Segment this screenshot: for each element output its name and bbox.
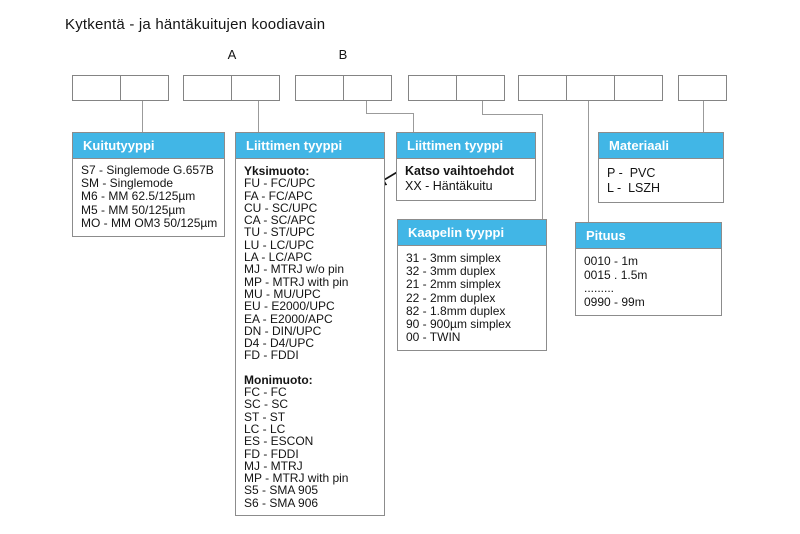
code-cell bbox=[72, 75, 121, 101]
box-materiaali: Materiaali P - PVC L - LSZH bbox=[598, 132, 724, 203]
box-liittimen-tyyppi-a-header: Liittimen tyyppi bbox=[236, 133, 384, 159]
code-cell bbox=[566, 75, 615, 101]
connector-line bbox=[482, 101, 483, 115]
code-cell-group-4 bbox=[408, 75, 505, 101]
katso-vaihtoehdot-note: Katso vaihtoehdot bbox=[405, 164, 515, 178]
page-title: Kytkentä - ja häntäkuitujen koodiavain bbox=[65, 16, 326, 33]
yksimuoto-heading: Yksimuoto: bbox=[244, 164, 310, 178]
box-pituus: Pituus 0010 - 1m 0015 . 1.5m ......... 0… bbox=[575, 222, 722, 316]
box-materiaali-header: Materiaali bbox=[599, 133, 723, 159]
connector-line bbox=[366, 101, 367, 114]
connector-line bbox=[413, 113, 414, 132]
code-cell-group-3 bbox=[295, 75, 392, 101]
code-cell bbox=[456, 75, 505, 101]
connector-line bbox=[703, 101, 704, 132]
code-cell bbox=[295, 75, 344, 101]
connector-line bbox=[588, 101, 589, 222]
code-cell bbox=[678, 75, 727, 101]
code-cell-group-2 bbox=[183, 75, 280, 101]
kaapelin-tyyppi-list: 31 - 3mm simplex 32 - 3mm duplex 21 - 2m… bbox=[406, 251, 511, 345]
connector-line bbox=[366, 113, 414, 114]
code-cell bbox=[120, 75, 169, 101]
box-liittimen-tyyppi-b-header: Liittimen tyyppi bbox=[397, 133, 535, 159]
box-kaapelin-tyyppi-header: Kaapelin tyyppi bbox=[398, 220, 546, 246]
connector-line bbox=[482, 114, 543, 115]
box-kuitutyyppi: Kuitutyyppi S7 - Singlemode G.657B SM - … bbox=[72, 132, 225, 238]
pituus-list: 0010 - 1m 0015 . 1.5m ......... 0990 - 9… bbox=[584, 254, 648, 309]
connector-line bbox=[142, 101, 143, 132]
box-liittimen-tyyppi-b: Liittimen tyyppi Katso vaihtoehdot XX - … bbox=[396, 132, 536, 201]
connector-line bbox=[542, 114, 543, 220]
code-cell bbox=[183, 75, 232, 101]
code-cell bbox=[231, 75, 280, 101]
code-cell bbox=[343, 75, 392, 101]
box-pituus-header: Pituus bbox=[576, 223, 721, 249]
position-label-a: A bbox=[227, 47, 237, 62]
code-cell-group-5 bbox=[518, 75, 663, 101]
connector-line bbox=[258, 101, 259, 132]
box-kuitutyyppi-header: Kuitutyyppi bbox=[73, 133, 224, 159]
code-cell-group-1 bbox=[72, 75, 169, 101]
code-cell bbox=[518, 75, 567, 101]
position-label-b: B bbox=[338, 47, 348, 62]
monimuoto-heading: Monimuoto: bbox=[244, 372, 313, 387]
code-cell bbox=[408, 75, 457, 101]
box-liittimen-tyyppi-a: Liittimen tyyppi Yksimuoto: FU - FC/UPC … bbox=[235, 132, 385, 517]
materiaali-list: P - PVC L - LSZH bbox=[607, 166, 661, 195]
box-kaapelin-tyyppi: Kaapelin tyyppi 31 - 3mm simplex 32 - 3m… bbox=[397, 219, 547, 352]
code-cell bbox=[614, 75, 663, 101]
monimuoto-list: FC - FC SC - SC ST - ST LC - LC ES - ESC… bbox=[244, 385, 349, 510]
yksimuoto-list: FU - FC/UPC FA - FC/APC CU - SC/UPC CA -… bbox=[244, 176, 349, 363]
hantakuitu-note: XX - Häntäkuitu bbox=[405, 179, 493, 193]
kuitutyyppi-list: S7 - Singlemode G.657B SM - Singlemode M… bbox=[81, 163, 218, 230]
code-cell-group-6 bbox=[678, 75, 727, 101]
